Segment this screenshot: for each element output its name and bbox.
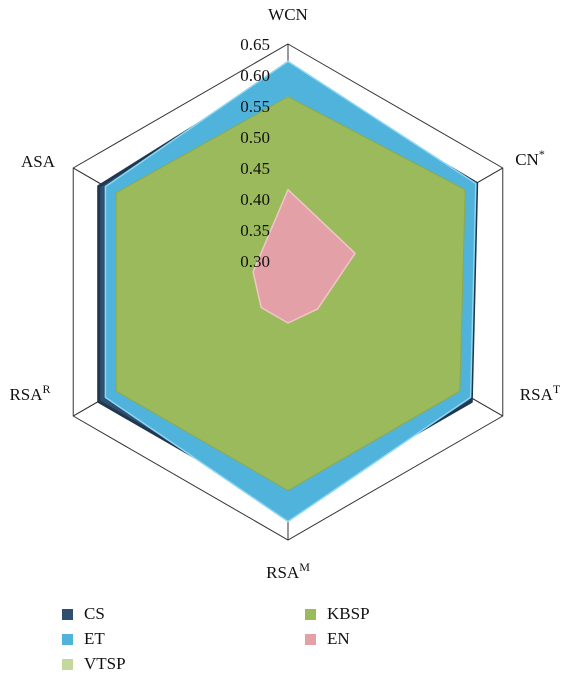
- r-tick-label: 0.35: [240, 221, 270, 240]
- r-tick-label: 0.30: [240, 252, 270, 271]
- axis-label: WCN: [268, 5, 308, 24]
- r-tick-label: 0.50: [240, 128, 270, 147]
- legend-swatch-et: [62, 634, 73, 645]
- legend-swatch-vtsp: [62, 659, 73, 670]
- series-en-area: [252, 188, 356, 324]
- legend-swatch-en: [305, 634, 316, 645]
- legend-swatch-cs: [62, 609, 73, 620]
- axis-label: RSAT: [520, 382, 561, 404]
- legend-label-en: EN: [327, 629, 350, 648]
- legend-label-vtsp: VTSP: [84, 654, 126, 673]
- axis-label: RSAR: [9, 382, 50, 404]
- legend-label-et: ET: [84, 629, 105, 648]
- axis-label: RSAM: [266, 560, 310, 582]
- r-tick-label: 0.55: [240, 97, 270, 116]
- r-tick-label: 0.60: [240, 66, 270, 85]
- legend-label-cs: CS: [84, 604, 105, 623]
- r-tick-label: 0.65: [240, 35, 270, 54]
- r-tick-label: 0.45: [240, 159, 270, 178]
- axis-label: ASA: [21, 152, 56, 171]
- legend-swatch-kbsp: [305, 609, 316, 620]
- axis-label: CN*: [515, 147, 545, 169]
- r-tick-label: 0.40: [240, 190, 270, 209]
- legend-label-kbsp: KBSP: [327, 604, 370, 623]
